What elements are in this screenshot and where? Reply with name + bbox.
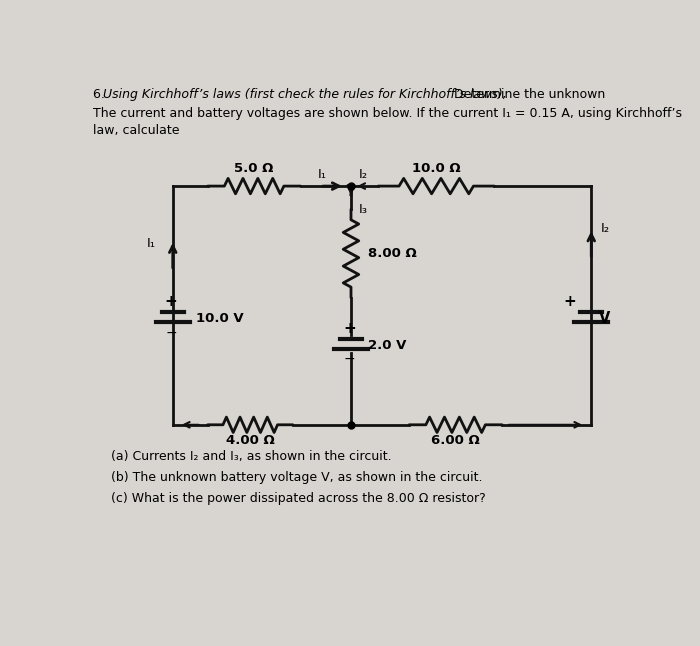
Text: (b) The unknown battery voltage V, as shown in the circuit.: (b) The unknown battery voltage V, as sh… (111, 471, 482, 484)
Text: +: + (343, 321, 356, 336)
Text: Using Kirchhoff’s laws (first check the rules for Kirchhoff’s laws),: Using Kirchhoff’s laws (first check the … (103, 89, 507, 101)
Text: +: + (564, 294, 576, 309)
Text: −: − (344, 352, 356, 366)
Text: 10.0 Ω: 10.0 Ω (412, 162, 461, 174)
Text: −: − (165, 326, 177, 339)
Text: law, calculate: law, calculate (93, 124, 179, 137)
Text: I₂: I₂ (358, 169, 368, 182)
Text: I₃: I₃ (358, 203, 368, 216)
Text: Determine the unknown: Determine the unknown (450, 89, 606, 101)
Text: I₁: I₁ (147, 237, 155, 251)
Text: 8.00 Ω: 8.00 Ω (368, 247, 416, 260)
Text: 2.0 V: 2.0 V (368, 339, 407, 352)
Text: (a) Currents I₂ and I₃, as shown in the circuit.: (a) Currents I₂ and I₃, as shown in the … (111, 450, 391, 463)
Text: 6.00 Ω: 6.00 Ω (431, 434, 480, 447)
Text: I₁: I₁ (318, 169, 327, 182)
Text: 4.00 Ω: 4.00 Ω (226, 434, 274, 447)
Text: (c) What is the power dissipated across the 8.00 Ω resistor?: (c) What is the power dissipated across … (111, 492, 486, 505)
Text: 5.0 Ω: 5.0 Ω (234, 162, 274, 174)
Text: I₂: I₂ (601, 222, 610, 235)
Text: 10.0 V: 10.0 V (196, 312, 244, 325)
Text: +: + (164, 294, 178, 309)
Text: V: V (599, 311, 610, 326)
Text: The current and battery voltages are shown below. If the current I₁ = 0.15 A, us: The current and battery voltages are sho… (93, 107, 682, 120)
Text: 6.: 6. (93, 89, 108, 101)
